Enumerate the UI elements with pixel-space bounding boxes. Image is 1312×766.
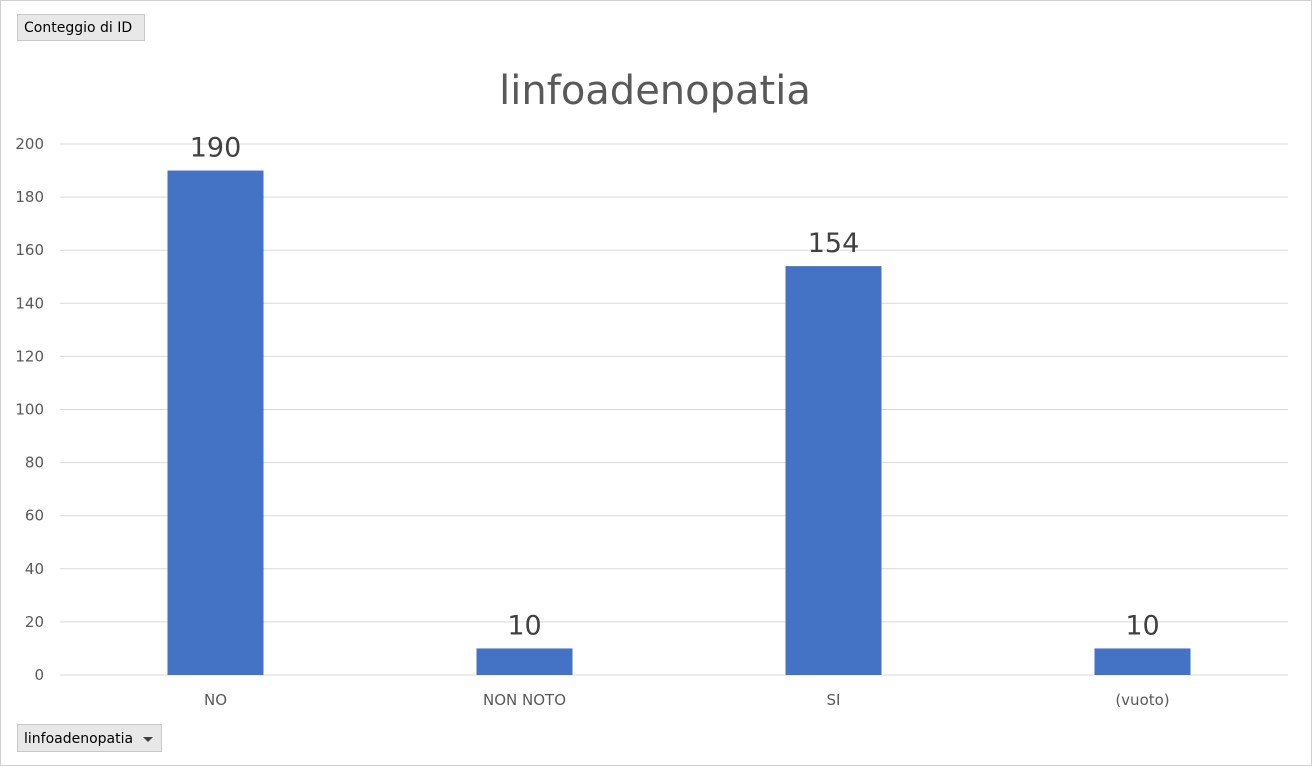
category-label: NON NOTO — [483, 691, 566, 709]
category-label: SI — [827, 691, 841, 709]
gridlines — [60, 143, 1288, 676]
y-tick-label: 0 — [34, 666, 44, 684]
axis-field-button[interactable]: linfoadenopatia — [17, 724, 162, 752]
data-labels: 190 10 154 10 — [190, 133, 1160, 642]
chart-title: linfoadenopatia — [499, 68, 811, 114]
y-tick-label: 120 — [15, 347, 44, 365]
y-tick-label: 60 — [25, 507, 44, 525]
y-tick-label: 200 — [15, 135, 44, 153]
data-label: 10 — [507, 610, 541, 641]
y-tick-label: 180 — [15, 188, 44, 206]
bar-si — [785, 266, 882, 675]
axis-field-label: linfoadenopatia — [24, 731, 134, 747]
bar-no — [167, 170, 264, 676]
y-axis-tick-labels: 0 20 40 60 80 100 120 140 160 180 200 — [15, 135, 44, 684]
category-labels: NO NON NOTO SI (vuoto) — [204, 691, 1170, 709]
category-label: (vuoto) — [1115, 691, 1169, 709]
y-tick-label: 140 — [15, 294, 44, 312]
bars — [167, 170, 1191, 676]
data-label: 190 — [190, 133, 242, 164]
bar-non-noto — [476, 648, 573, 675]
y-tick-label: 40 — [25, 560, 44, 578]
category-label: NO — [204, 691, 227, 709]
bar-vuoto — [1094, 648, 1191, 675]
y-tick-label: 20 — [25, 613, 44, 631]
y-tick-label: 80 — [25, 454, 44, 472]
y-tick-label: 160 — [15, 241, 44, 259]
data-label: 10 — [1125, 610, 1159, 641]
y-tick-label: 100 — [15, 401, 44, 419]
value-field-button[interactable]: Conteggio di ID — [17, 14, 145, 41]
data-label: 154 — [808, 228, 860, 259]
dropdown-arrow-icon[interactable] — [143, 737, 153, 742]
